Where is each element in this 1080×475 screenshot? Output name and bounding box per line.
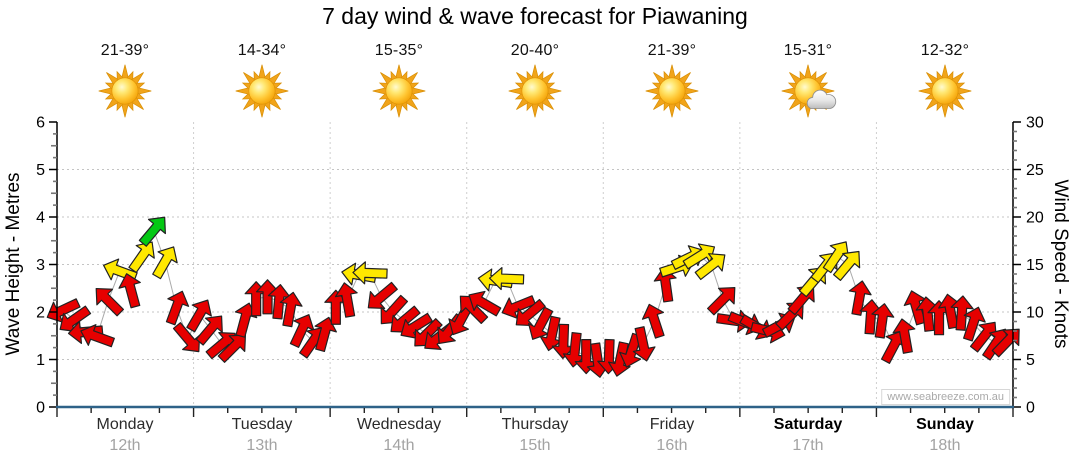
temp-range: 15-31° [783,42,833,59]
sunny-icon [508,64,562,118]
right-axis-tick-label: 25 [1026,162,1044,179]
left-axis-tick-label: 0 [36,400,45,417]
wind-arrow [217,334,247,363]
day-name: Wednesday [356,416,442,433]
wind-arrow [848,280,872,316]
left-axis-tick-label: 4 [36,210,45,227]
left-axis-label: Wave Height - Metres [3,172,24,356]
day-date: 13th [246,437,278,454]
day-name: Tuesday [231,416,293,433]
sunny-icon [235,64,289,118]
wind-arrow [195,315,223,346]
left-axis-tick-label: 5 [36,162,45,179]
x-axis-day-label: Tuesday 13th [192,416,332,455]
right-axis-tick-label: 5 [1026,352,1035,369]
wind-arrow [641,303,665,339]
x-axis-day-label: Friday 16th [602,416,742,455]
day-column-header: 20-40° [475,42,595,120]
temp-range: 20-40° [510,42,560,59]
day-column-header: 14-34° [202,42,322,120]
day-date: 15th [519,437,551,454]
day-date: 12th [109,437,141,454]
wind-arrow [118,273,141,309]
wind-arrow [128,241,155,274]
wind-arrow [80,324,115,348]
wind-arrow [468,290,502,317]
x-axis-day-label: Monday 12th [55,416,195,455]
wind-arrow [367,281,398,310]
wind-arrow [152,246,178,280]
right-axis-tick-label: 30 [1026,115,1044,132]
left-axis-tick-label: 2 [36,305,45,322]
day-name: Saturday [773,416,843,433]
right-axis-tick-label: 10 [1026,305,1044,322]
wind-arrow [892,318,916,354]
wind-arrow [653,267,677,303]
day-date: 17th [792,437,824,454]
left-axis-tick-label: 6 [36,115,45,132]
sunny-icon [645,64,699,118]
wind-arrow [963,306,986,342]
wind-arrow [314,316,337,353]
x-axis-day-label: Thursday 15th [465,416,605,455]
wind-arrow [186,299,212,333]
day-name: Friday [649,416,695,433]
right-axis-tick-label: 15 [1026,257,1044,274]
wind-arrow [279,291,303,328]
x-axis-day-label: Saturday 17th [738,416,878,455]
day-date: 16th [656,437,688,454]
left-axis-tick-label: 1 [36,352,45,369]
wind-arrow [607,341,631,377]
day-column-header: 21-39° [612,42,732,120]
wind-arrow [694,253,726,281]
wind-arrow [670,245,705,270]
right-axis-label: Wind Speed - Knots [1050,179,1071,349]
chart-title: 7 day wind & wave forecast for Piawaning [322,3,748,29]
wind-arrow [833,250,861,282]
day-column-header: 15-31° [748,42,868,120]
day-date: 14th [383,437,415,454]
day-name: Sunday [916,416,974,433]
wind-arrow [352,261,388,285]
wind-arrow [706,287,736,316]
wind-arrow [165,290,190,326]
watermark: www.seabreeze.com.au [881,389,1010,405]
temp-range: 12-32° [920,42,970,59]
wind-arrow [488,266,525,291]
temp-range: 15-35° [374,42,424,59]
temp-range: 14-34° [237,42,287,59]
x-axis-day-label: Wednesday 14th [329,416,469,455]
day-name: Monday [96,416,154,433]
x-axis-day-label: Sunday 18th [875,416,1015,455]
wind-arrow [138,216,166,247]
right-axis-tick-label: 0 [1026,400,1035,417]
wind-arrow [632,326,656,362]
partly-cloudy-icon [781,64,837,118]
wind-arrow [95,287,125,317]
day-column-header: 12-32° [885,42,1005,120]
sunny-icon [98,64,152,118]
temp-range: 21-39° [647,42,697,59]
sunny-icon [918,64,972,118]
sunny-icon [372,64,426,118]
day-name: Thursday [501,416,569,433]
temp-range: 21-39° [100,42,150,59]
day-column-header: 21-39° [65,42,185,120]
wind-arrow [950,295,974,331]
day-column-header: 15-35° [339,42,459,120]
left-axis-tick-label: 3 [36,257,45,274]
wind-arrow [334,282,358,318]
wind-arrow [871,303,895,339]
day-date: 18th [929,437,961,454]
right-axis-tick-label: 20 [1026,210,1044,227]
